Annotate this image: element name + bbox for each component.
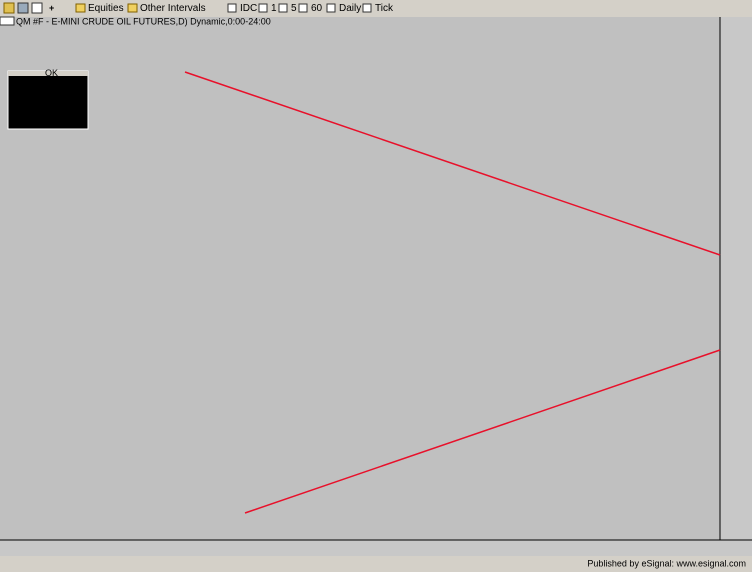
chart-title: QM #F - E-MINI CRUDE OIL FUTURES,D) Dyna… xyxy=(16,16,271,26)
info-panel-bg xyxy=(7,70,89,130)
checkbox[interactable] xyxy=(298,3,308,13)
checkbox[interactable] xyxy=(227,3,237,13)
info-header: OK xyxy=(45,68,58,78)
toolbar-button[interactable]: 60 xyxy=(311,3,323,14)
toolbar-icon[interactable] xyxy=(17,2,29,14)
info-panel-header xyxy=(8,71,88,76)
toolbar xyxy=(0,0,752,17)
plot-area xyxy=(0,17,720,540)
checkbox[interactable] xyxy=(326,3,336,13)
info-panel: OK xyxy=(7,68,89,130)
checkbox[interactable] xyxy=(362,3,372,13)
toolbar-button[interactable]: Daily xyxy=(339,3,361,14)
publisher-note: Published by eSignal: www.esignal.com xyxy=(587,558,746,568)
folder-icon xyxy=(75,3,86,13)
toolbar-button[interactable]: 1 xyxy=(271,3,277,14)
trend-line xyxy=(244,349,721,514)
toolbar-icon[interactable]: + xyxy=(49,3,54,13)
checkbox[interactable] xyxy=(278,3,288,13)
x-axis-area xyxy=(0,540,752,556)
toolbar-button[interactable]: Tick xyxy=(375,3,394,14)
status-bar xyxy=(0,556,752,572)
toolbar-button[interactable]: Equities xyxy=(88,3,124,14)
toolbar-button[interactable]: IDC xyxy=(240,3,257,14)
toolbar-button[interactable]: Other Intervals xyxy=(140,3,206,14)
toolbar-icon[interactable] xyxy=(3,2,15,14)
window-icon[interactable] xyxy=(0,16,15,26)
toolbar-icon[interactable] xyxy=(31,2,43,14)
folder-icon xyxy=(127,3,138,13)
y-axis-area xyxy=(720,17,752,540)
toolbar-button[interactable]: 5 xyxy=(291,3,297,14)
checkbox[interactable] xyxy=(258,3,268,13)
trend-line xyxy=(184,71,721,256)
